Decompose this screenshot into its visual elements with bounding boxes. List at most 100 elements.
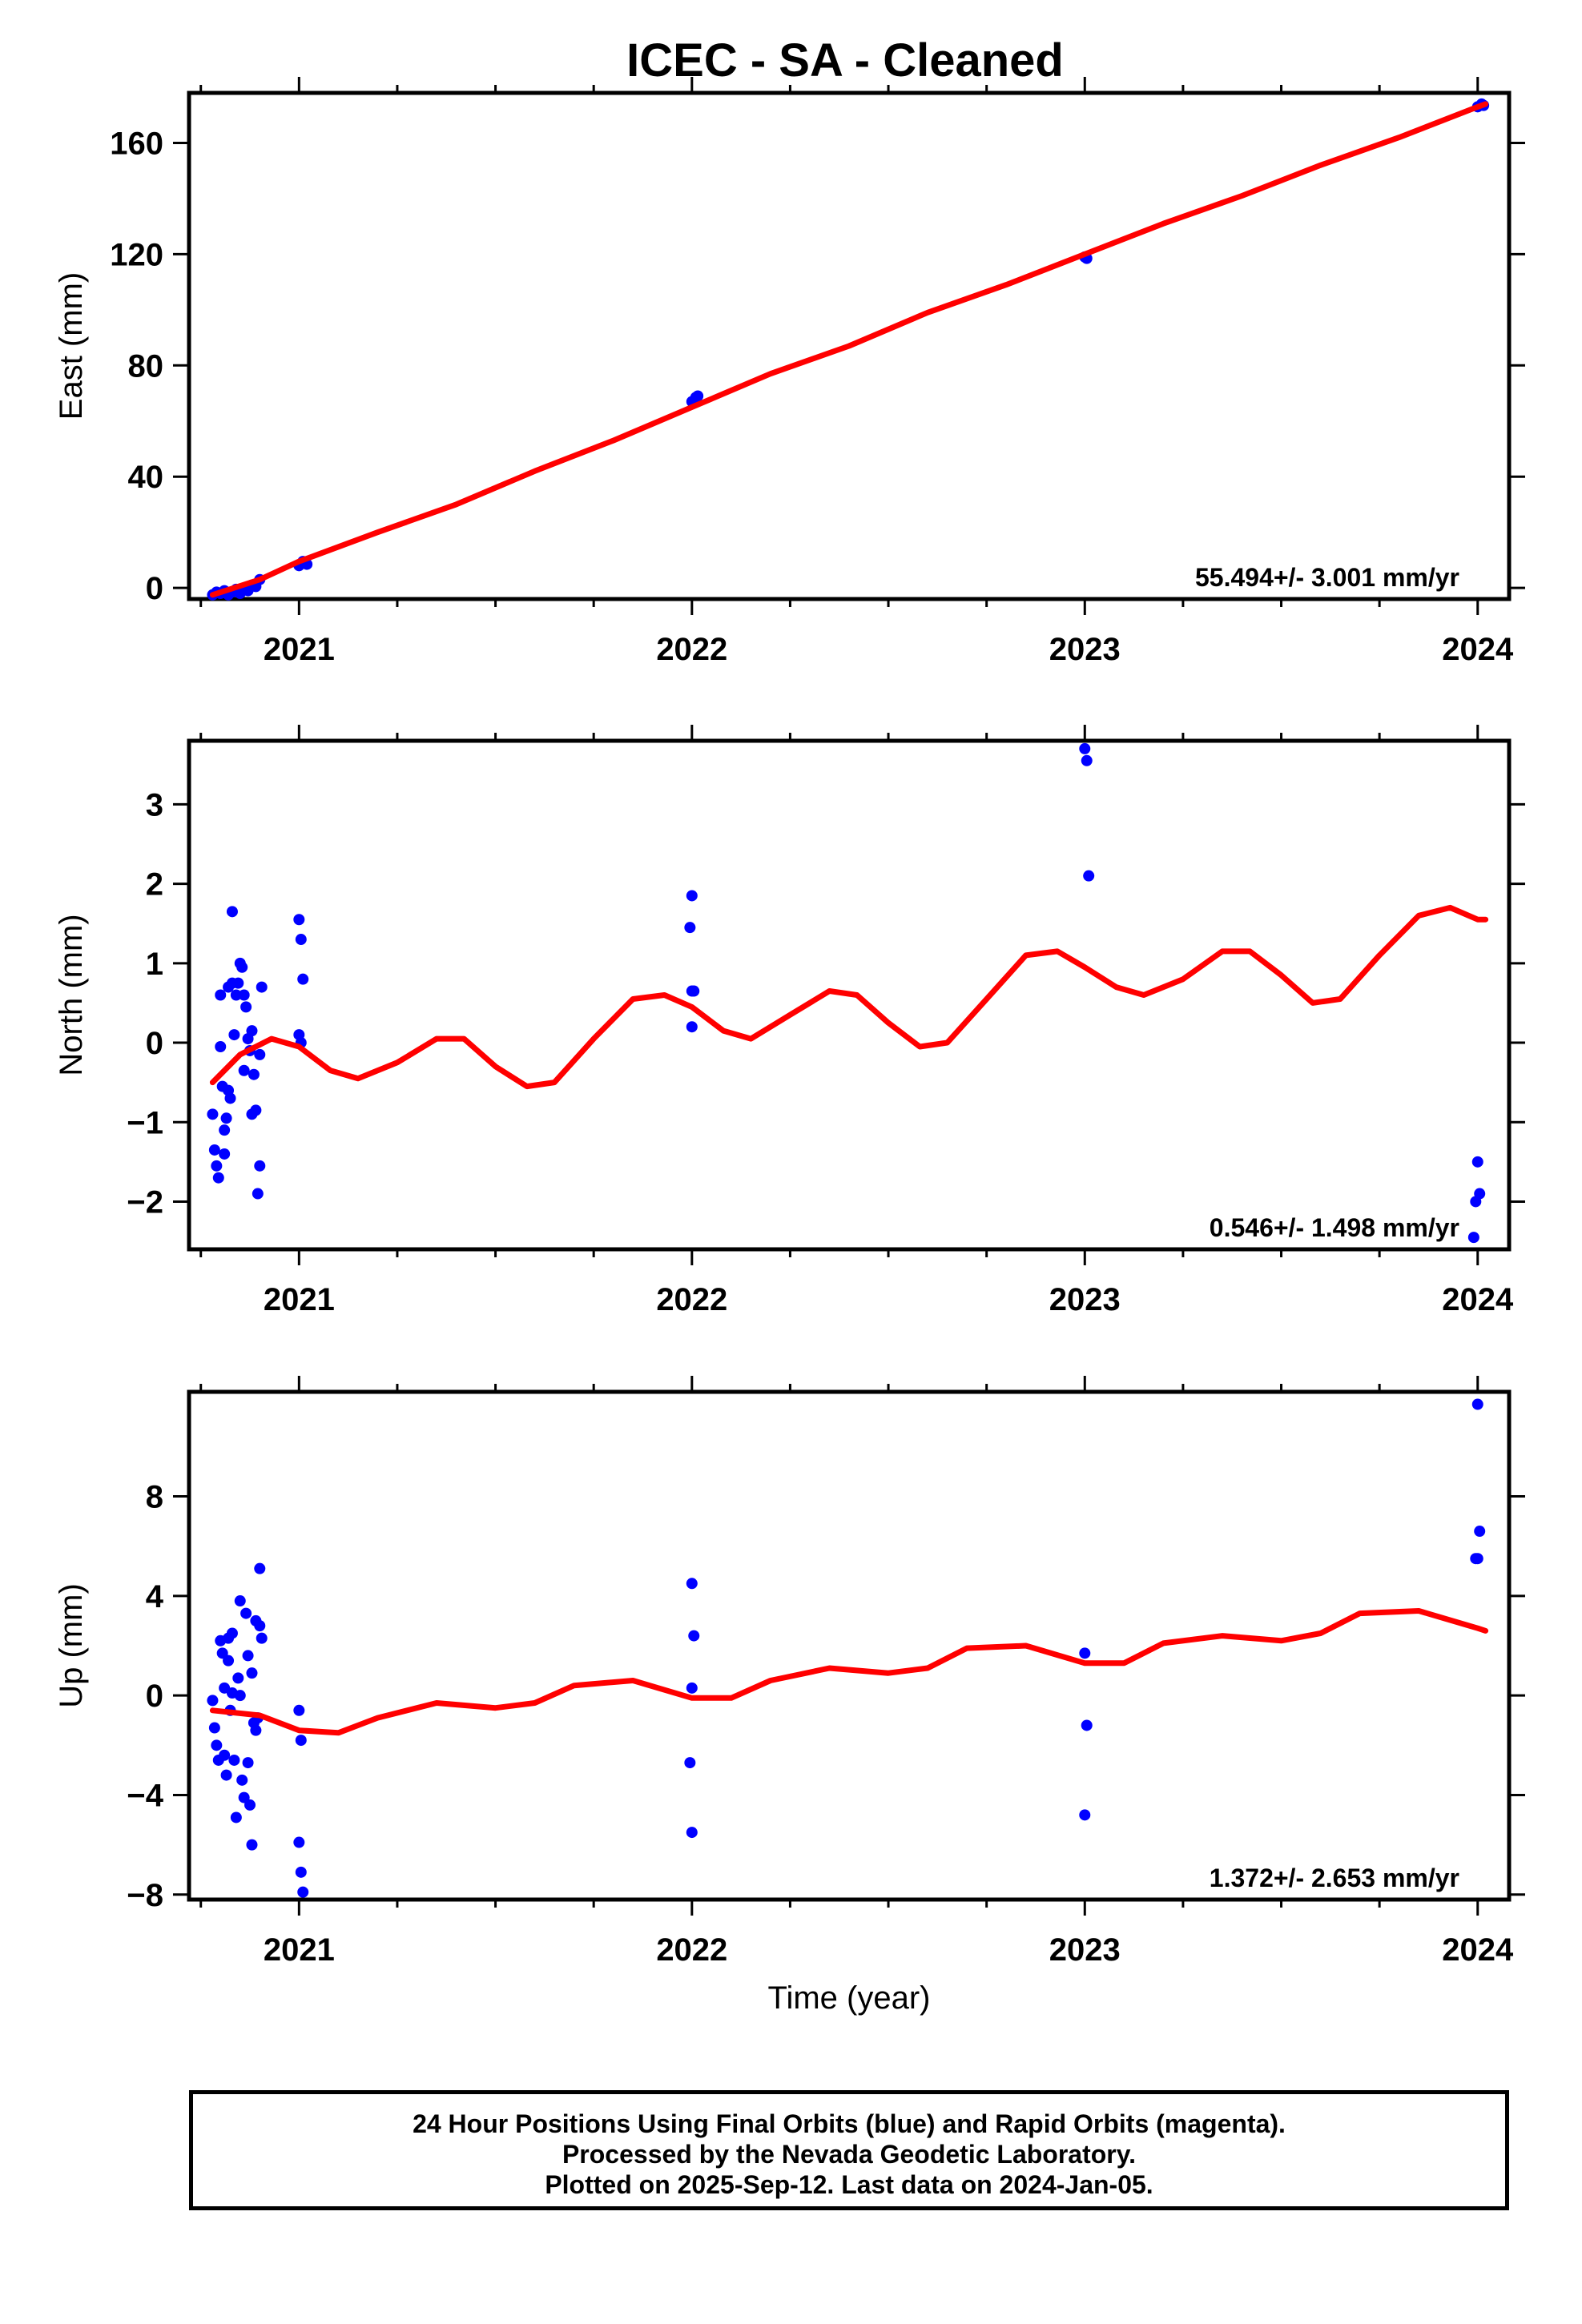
- data-point: [250, 1724, 262, 1736]
- y-tick-label: −4: [127, 1778, 163, 1813]
- plot-frame-2: [187, 738, 1512, 1252]
- footer-box: 24 Hour Positions Using Final Orbits (bl…: [189, 2090, 1509, 2210]
- y-tick-label: 3: [146, 787, 163, 822]
- data-point: [295, 1866, 307, 1878]
- data-point: [215, 989, 227, 1001]
- data-point: [211, 1739, 223, 1751]
- y-tick-label: −2: [127, 1184, 163, 1220]
- data-point: [684, 922, 696, 934]
- data-point: [246, 1667, 258, 1679]
- x-tick-label: 2021: [264, 632, 335, 667]
- data-point: [211, 1160, 223, 1172]
- data-point: [240, 1001, 252, 1013]
- data-point: [207, 1695, 219, 1707]
- data-point: [1474, 1526, 1486, 1538]
- data-point: [236, 961, 248, 973]
- y-tick-label: −1: [127, 1105, 163, 1140]
- data-point: [238, 989, 250, 1001]
- data-point: [293, 914, 305, 926]
- data-point: [224, 1092, 236, 1104]
- data-point: [230, 1811, 242, 1823]
- rate-label: 55.494+/- 3.001 mm/yr: [1195, 563, 1459, 592]
- data-point: [212, 1172, 224, 1184]
- x-tick-label: 2023: [1049, 632, 1121, 667]
- x-tick-label: 2024: [1442, 632, 1514, 667]
- data-point: [215, 1040, 227, 1052]
- data-point: [254, 1620, 266, 1632]
- data-point: [234, 1690, 246, 1702]
- x-axis-label: Time (year): [768, 1980, 931, 2016]
- data-point: [256, 1632, 268, 1644]
- rate-label: 0.546+/- 1.498 mm/yr: [1210, 1213, 1459, 1242]
- y-axis-label: Up (mm): [54, 1583, 89, 1708]
- data-point: [254, 1048, 266, 1060]
- x-tick-label: 2022: [656, 1282, 727, 1317]
- data-point: [1467, 1232, 1479, 1244]
- data-point: [295, 934, 307, 946]
- x-tick-label: 2024: [1442, 1282, 1514, 1317]
- data-point: [688, 985, 700, 997]
- data-point: [220, 1112, 232, 1124]
- y-tick-label: 120: [110, 237, 163, 272]
- data-point: [244, 1799, 256, 1811]
- y-tick-label: −8: [127, 1878, 163, 1913]
- data-point: [250, 1104, 262, 1116]
- data-point: [686, 1578, 698, 1590]
- data-point: [686, 1827, 698, 1839]
- data-point: [1081, 754, 1093, 766]
- data-point: [1471, 1398, 1483, 1410]
- y-tick-label: 2: [146, 867, 163, 903]
- data-point: [242, 1650, 254, 1662]
- data-point: [226, 906, 238, 918]
- y-axis-label: North (mm): [54, 914, 89, 1076]
- data-point: [686, 890, 698, 902]
- fit-curve: [209, 1608, 1489, 1736]
- data-point: [1079, 742, 1091, 754]
- data-point: [1470, 1196, 1482, 1208]
- y-tick-label: 0: [146, 1026, 163, 1061]
- data-point: [208, 1144, 220, 1156]
- data-point: [242, 1757, 254, 1769]
- data-point: [236, 1774, 248, 1786]
- x-tick-label: 2021: [264, 1932, 335, 1968]
- data-point: [246, 1025, 258, 1037]
- data-point: [228, 1029, 240, 1041]
- data-point: [232, 977, 244, 989]
- y-axis-label: East (mm): [54, 272, 89, 420]
- x-tick-label: 2024: [1442, 1932, 1514, 1968]
- data-point: [246, 1839, 258, 1851]
- x-tick-label: 2021: [264, 1282, 335, 1317]
- y-tick-label: 160: [110, 127, 163, 162]
- data-point: [1471, 1156, 1483, 1168]
- y-tick-label: 4: [146, 1579, 164, 1614]
- chart-title: ICEC - SA - Cleaned: [626, 34, 1064, 86]
- data-point: [254, 1160, 266, 1172]
- data-point: [293, 1704, 305, 1716]
- data-point: [1083, 870, 1095, 882]
- y-tick-label: 0: [146, 1679, 163, 1714]
- data-point: [692, 390, 704, 402]
- data-point: [1081, 1719, 1093, 1731]
- data-point: [223, 1655, 235, 1667]
- y-tick-label: 8: [146, 1480, 163, 1515]
- footer-line-3: Plotted on 2025-Sep-12. Last data on 202…: [545, 2170, 1153, 2199]
- data-point: [238, 1064, 250, 1076]
- data-point: [256, 981, 268, 993]
- data-point: [1471, 1553, 1483, 1565]
- data-point: [248, 1068, 260, 1080]
- data-point: [207, 1108, 219, 1120]
- data-point: [686, 1682, 698, 1694]
- plot-frame-3: [187, 1389, 1512, 1902]
- data-point: [297, 1886, 309, 1898]
- data-point: [208, 1722, 220, 1734]
- y-tick-label: 80: [128, 348, 164, 384]
- plot-frame-1: [187, 90, 1512, 601]
- data-point: [686, 1021, 698, 1033]
- data-point: [254, 1562, 266, 1574]
- data-point: [219, 1148, 231, 1160]
- data-point: [1079, 1809, 1091, 1821]
- data-point: [219, 1749, 231, 1761]
- data-point: [240, 1607, 252, 1619]
- data-point: [234, 1595, 246, 1607]
